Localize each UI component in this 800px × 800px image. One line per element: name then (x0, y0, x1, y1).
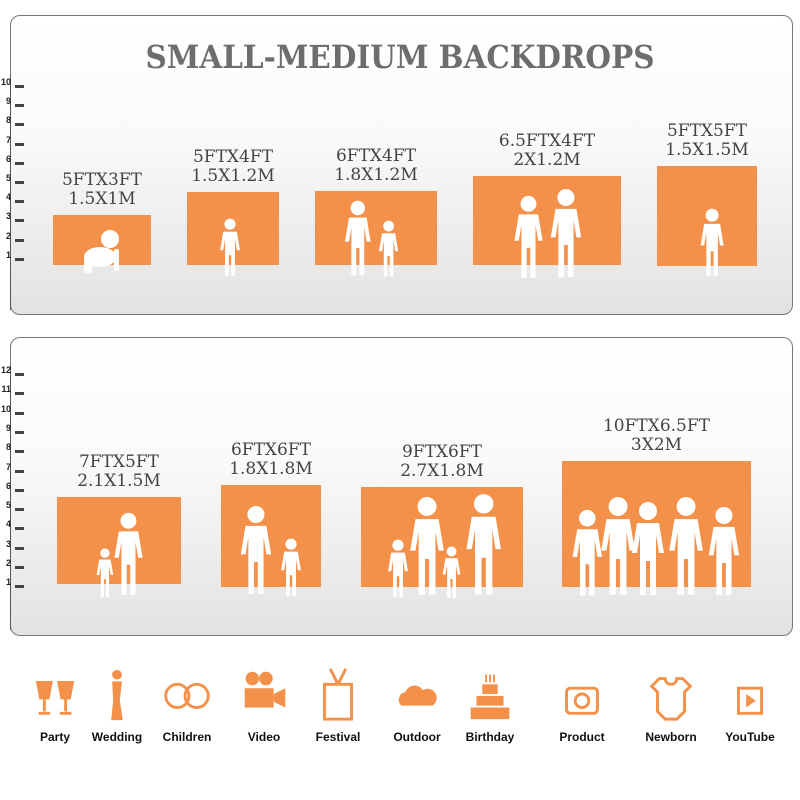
champagne-glasses-icon (25, 665, 85, 723)
use-case-label: YouTube (725, 730, 775, 744)
ruler-tick-label: 9 (5, 96, 11, 107)
ruler-tick-label: 7 (5, 461, 11, 472)
ruler-tick-label: 9 (5, 422, 11, 433)
child-silhouette (345, 200, 371, 276)
child-silhouette (96, 548, 114, 597)
birthday-cake-icon (460, 665, 520, 723)
ruler-tick-label: 6 (5, 153, 11, 164)
adult-silhouette (466, 494, 502, 595)
play-button-icon (720, 665, 780, 723)
backdrop-size-label: 5FTX4FT 1.5X1.2M (153, 148, 313, 186)
ruler-tick-label: 6 (5, 480, 11, 491)
size-feet: 6.5FTX4FT (498, 131, 596, 151)
size-feet: 9FTX6FT (401, 442, 482, 462)
use-case-label: Product (559, 730, 605, 744)
adult-silhouette (632, 502, 664, 595)
size-feet: 6FTX6FT (230, 440, 311, 460)
height-ruler-bottom: 12 11 10 9 8 7 6 5 4 3 2 1 (1, 365, 24, 630)
size-meters: 3X2M (630, 435, 683, 455)
use-case-label: Newborn (645, 730, 697, 744)
backdrop-size-box (315, 191, 437, 265)
backdrop-size-label: 10FTX6.5FT 3X2M (577, 417, 737, 455)
size-feet: 5FTX3FT (61, 170, 142, 190)
size-feet: 6FTX4FT (335, 146, 416, 166)
use-case-label: Party (39, 730, 71, 744)
ruler-tick-label: 3 (5, 538, 11, 549)
baby-onesie-icon (641, 665, 701, 723)
child-silhouette (281, 538, 301, 597)
use-case-label: Wedding (91, 730, 143, 744)
size-feet: 10FTX6.5FT (602, 416, 711, 436)
size-meters: 1.5X1.5M (665, 140, 749, 160)
ruler-tick-label: 3 (5, 211, 11, 222)
ruler-tick-label: 4 (5, 192, 11, 203)
child-silhouette (443, 546, 461, 598)
ruler-tick-label: 1 (5, 249, 11, 260)
gift-box-icon (308, 665, 368, 723)
adult-silhouette (410, 497, 444, 595)
size-meters: 1.8X1.2M (334, 165, 418, 185)
use-case-label: Children (162, 730, 212, 744)
wedding-couple-icon (87, 665, 147, 723)
child-silhouette (700, 208, 724, 276)
size-meters: 1.8X1.8M (229, 459, 313, 479)
size-feet: 7FTX5FT (78, 452, 159, 472)
use-case-label: Festival (315, 730, 361, 744)
ruler-tick-label: 5 (5, 173, 11, 183)
size-feet: 5FTX4FT (192, 147, 273, 167)
use-case-label: Outdoor (393, 730, 441, 744)
size-meters: 1.5X1.2M (191, 166, 275, 186)
ruler-tick-label: 4 (5, 519, 11, 530)
ruler-tick-label: 11 (1, 384, 11, 395)
camera-icon (552, 665, 612, 723)
size-meters: 2.7X1.8M (400, 461, 484, 481)
backdrop-size-label: 9FTX6FT 2.7X1.8M (362, 443, 522, 481)
height-ruler-top: 10 9 8 7 6 5 4 3 2 1 (1, 75, 24, 310)
child-silhouette (379, 220, 399, 277)
crawling-baby-silhouette (84, 230, 119, 273)
ruler-tick-label: 1 (5, 577, 11, 588)
use-case-label: Video (247, 730, 281, 744)
page-title: SMALL-MEDIUM BACKDROPS (145, 38, 655, 76)
child-silhouette (220, 218, 240, 277)
child-silhouette (388, 539, 408, 598)
adult-silhouette (601, 497, 635, 595)
ruler-tick-label: 8 (5, 442, 11, 453)
adult-silhouette (572, 509, 602, 596)
ruler-tick-label: 10 (1, 77, 12, 87)
backdrop-size-box (221, 485, 321, 587)
ruler-tick-label: 8 (5, 115, 11, 126)
ruler-tick-label: 12 (1, 365, 12, 375)
ruler-tick-label: 7 (5, 134, 11, 145)
adult-silhouette (708, 506, 740, 596)
child-silhouette (550, 188, 582, 278)
backdrop-size-label: 5FTX5FT 1.5X1.5M (627, 122, 787, 160)
cloud-icon (387, 665, 447, 723)
ruler-tick-label: 5 (5, 500, 11, 511)
size-feet: 5FTX5FT (666, 121, 747, 141)
ruler-tick-label: 2 (5, 558, 11, 568)
size-meters: 2.1X1.5M (77, 471, 161, 491)
adult-silhouette (240, 505, 272, 595)
backdrop-size-label: 6FTX6FT 1.8X1.8M (191, 441, 351, 479)
child-silhouette (513, 195, 543, 278)
ruler-tick-label: 2 (5, 230, 11, 241)
size-meters: 2X1.2M (513, 150, 581, 170)
backdrop-size-label: 5FTX3FT 1.5X1M (22, 171, 182, 209)
backdrop-size-label: 6.5FTX4FT 2X1.2M (467, 132, 627, 170)
children-faces-icon (157, 665, 217, 723)
adult-silhouette (669, 497, 703, 595)
film-camera-icon (234, 665, 294, 723)
ruler-tick-label: 10 (1, 403, 12, 414)
backdrop-size-box (473, 176, 621, 265)
backdrop-size-label: 6FTX4FT 1.8X1.2M (296, 147, 456, 185)
use-case-label: Birthday (465, 730, 515, 744)
adult-silhouette (113, 512, 143, 595)
backdrop-size-label: 7FTX5FT 2.1X1.5M (39, 453, 199, 491)
size-meters: 1.5X1M (68, 189, 136, 209)
